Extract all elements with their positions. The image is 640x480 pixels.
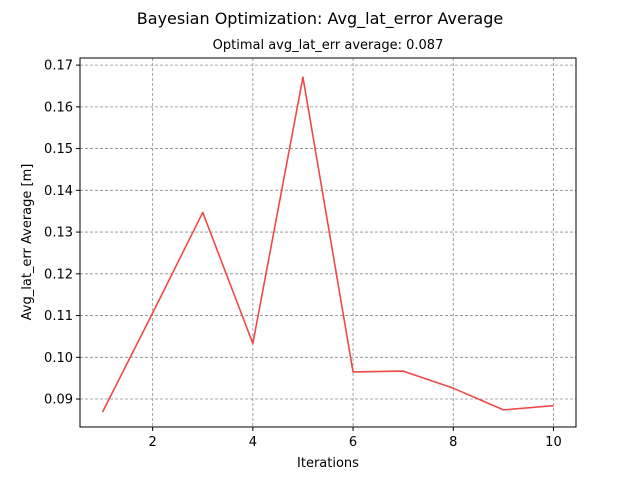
x-tick-label: 6	[349, 435, 357, 450]
y-tick-label: 0.09	[44, 393, 73, 408]
x-axis-label: Iterations	[297, 456, 359, 471]
plot-area-frame	[79, 57, 577, 428]
chart-title: Bayesian Optimization: Avg_lat_error Ave…	[137, 9, 503, 29]
y-tick-label: 0.13	[44, 226, 73, 241]
series-line	[101, 76, 554, 413]
x-tick-label: 4	[249, 435, 257, 450]
y-tick-label: 0.10	[44, 351, 73, 366]
y-tick-label: 0.12	[44, 267, 73, 282]
chart-subtitle: Optimal avg_lat_err average: 0.087	[213, 38, 444, 53]
x-axis-ticks: 2 4 6 8 10	[149, 427, 562, 450]
y-tick-label: 0.17	[44, 59, 73, 74]
series-layer	[101, 76, 554, 413]
y-tick-label: 0.16	[44, 100, 73, 115]
y-tick-label: 0.11	[44, 309, 73, 324]
x-tick-label: 2	[149, 435, 157, 450]
y-axis-label: Avg_lat_err Average [m]	[20, 164, 35, 321]
y-tick-label: 0.14	[44, 184, 73, 199]
y-axis-ticks: 0.09 0.10 0.11 0.12 0.13 0.14 0.15 0.16 0.17	[44, 59, 80, 408]
x-tick-label: 8	[449, 435, 457, 450]
x-tick-label: 10	[545, 435, 562, 450]
grid	[80, 58, 576, 427]
y-tick-label: 0.15	[44, 142, 73, 157]
